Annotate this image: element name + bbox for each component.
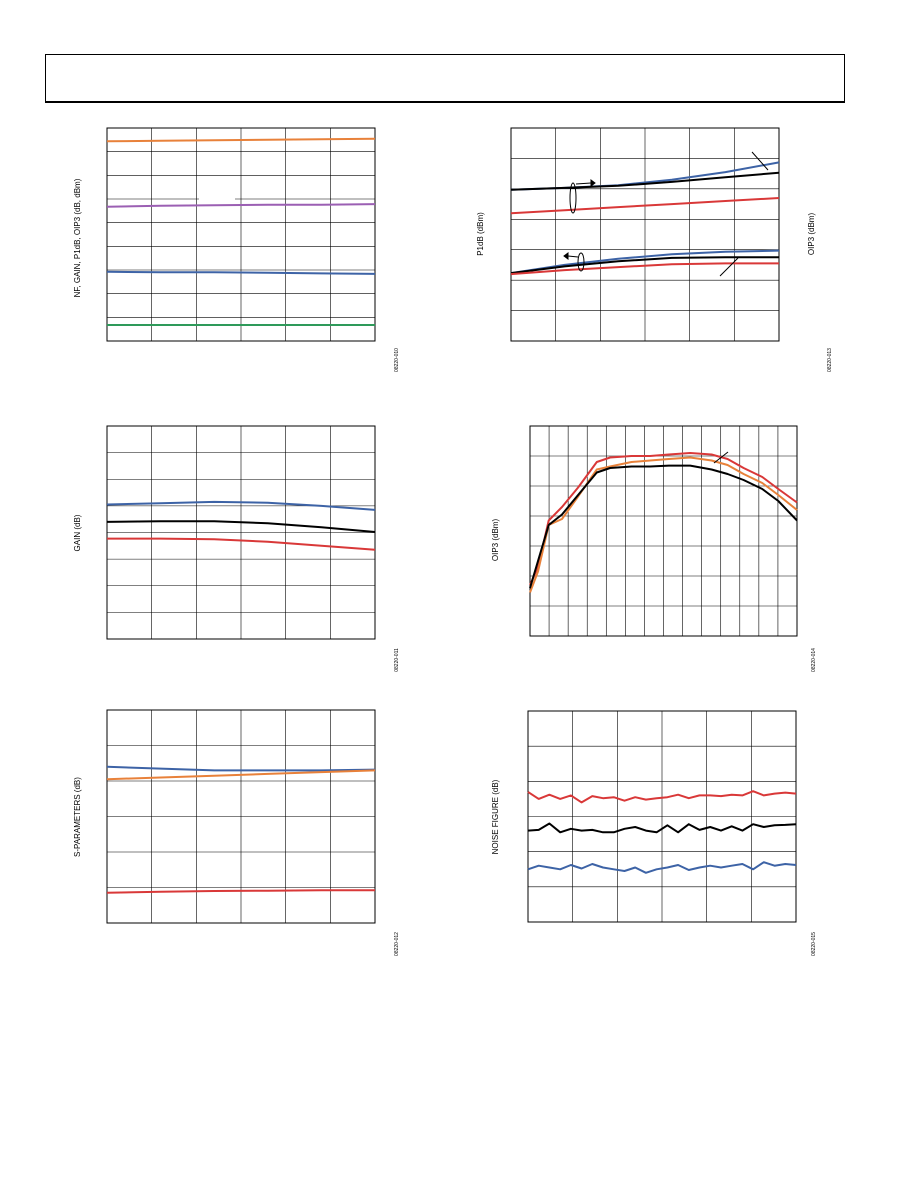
c2-arrowhead-upper [590, 179, 596, 187]
c4-pointer [713, 451, 729, 464]
c2-series-3 [510, 197, 780, 215]
c4-plot [529, 425, 798, 637]
c5-series-1 [106, 765, 376, 772]
c2-series-4 [510, 249, 780, 275]
c5-series-2 [106, 769, 376, 781]
page-header [45, 54, 845, 103]
c1-gap-0-0 [199, 196, 235, 201]
c2-group-ellipse-upper [569, 182, 577, 214]
c2-arrow-upper [575, 182, 592, 185]
c2-pointer-lower-right [719, 257, 739, 277]
c2-series-5 [510, 256, 779, 275]
c1-ylabel: NF, GAIN, P1dB, OIP3 (dB, dBm) [73, 178, 82, 297]
c2-series-6 [510, 262, 779, 276]
c6-series-2 [527, 822, 797, 834]
c3-fig-id: 08220-011 [394, 648, 400, 672]
c2-arrowhead-lower [563, 252, 569, 260]
c3-series-1 [106, 500, 376, 511]
c1-series-2 [106, 203, 376, 208]
c5-fig-id: 08220-012 [394, 932, 400, 956]
c1-gap-0-2 [199, 309, 235, 314]
c2-ylabel: P1dB (dBm) [476, 212, 485, 256]
c4-annotations [713, 451, 729, 464]
c5-series-3 [106, 889, 375, 894]
c1-series-1 [106, 137, 376, 143]
c2-series-2 [510, 171, 780, 191]
c2-fig-id: 08220-013 [827, 348, 833, 372]
c1-series-3 [106, 270, 376, 275]
c3-plot [106, 425, 376, 640]
c2-arrow-lower [567, 255, 579, 258]
c4-series-2 [529, 456, 798, 593]
c6-series-1 [527, 790, 797, 804]
c1-fig-id: 08220-010 [394, 348, 400, 372]
c1-gap-0-1 [199, 232, 235, 237]
c6-ylabel: NOISE FIGURE (dB) [491, 779, 500, 854]
c3-series-2 [106, 520, 376, 533]
c2-group-ellipse-lower [577, 252, 585, 272]
c5-plot [106, 709, 376, 924]
c4-ylabel: OIP3 (dBm) [491, 519, 500, 562]
c1-plot [106, 127, 376, 342]
c2-plot [510, 127, 780, 342]
c4-series-1 [529, 452, 798, 586]
c2-annotations [563, 151, 769, 277]
plots-group [106, 127, 798, 924]
c3-ylabel: GAIN (dB) [73, 514, 82, 551]
c3-series-3 [107, 537, 376, 551]
c6-series-3 [527, 861, 797, 874]
c4-fig-id: 08220-014 [811, 648, 817, 672]
c2-pointer-upper-right [751, 151, 769, 171]
c5-ylabel: S-PARAMETERS (dB) [73, 777, 82, 857]
c4-series-3 [529, 464, 798, 589]
c2-ylabel-right: OIP3 (dBm) [807, 213, 816, 256]
c6-fig-id: 08220-015 [811, 932, 817, 956]
c6-plot [527, 710, 797, 923]
